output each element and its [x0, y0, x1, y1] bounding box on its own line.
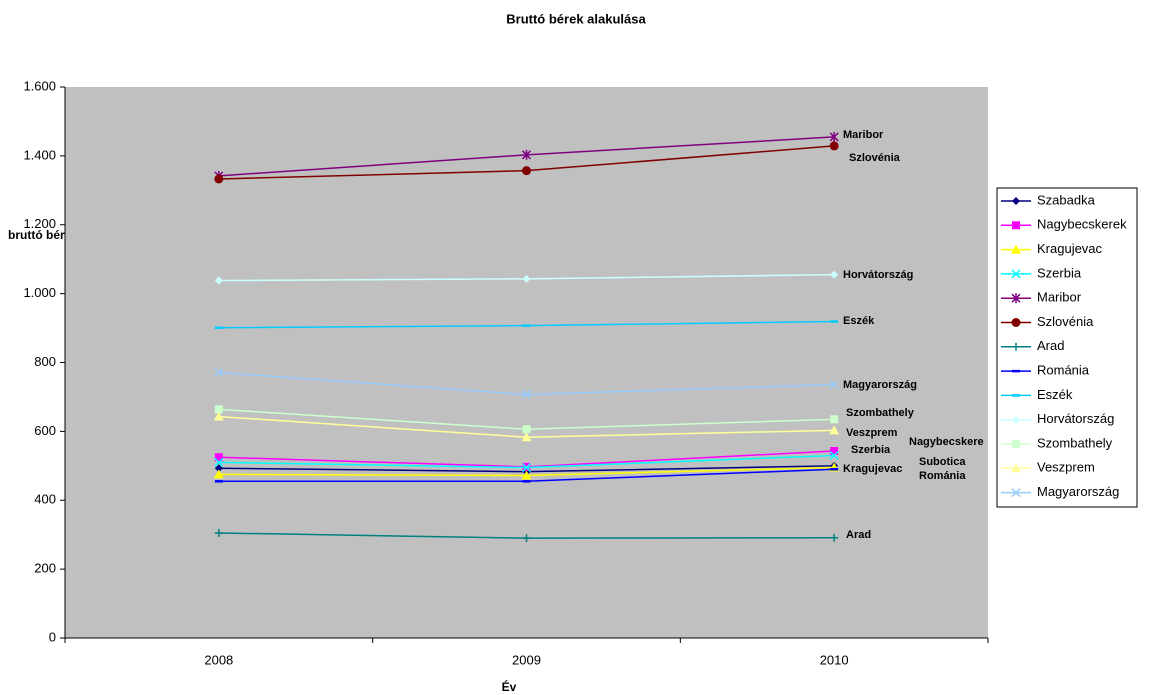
marker: [1011, 269, 1021, 279]
series: [214, 367, 839, 400]
y-tick-label: 400: [34, 492, 56, 507]
y-tick-label: 1.600: [23, 78, 56, 93]
marker: [522, 166, 531, 176]
marker: [829, 141, 839, 151]
marker: [214, 367, 224, 378]
series: [214, 405, 839, 434]
marker: [522, 425, 531, 434]
legend-label: Románia: [1037, 363, 1090, 378]
marker: [1012, 197, 1020, 205]
marker: [830, 533, 839, 542]
annotation: Magyarország: [843, 379, 917, 391]
marker: [1012, 440, 1020, 448]
marker: [1012, 221, 1020, 230]
y-tick-label: 200: [34, 561, 56, 576]
marker: [1011, 244, 1021, 254]
marker: [214, 453, 223, 462]
marker: [521, 470, 532, 480]
legend-label: Nagybecskerek: [1037, 217, 1127, 232]
annotation: Szlovénia: [849, 152, 901, 164]
series: [214, 450, 839, 473]
marker: [1011, 293, 1021, 304]
legend-label: Maribor: [1037, 290, 1082, 305]
series: [214, 320, 839, 329]
marker: [521, 463, 532, 473]
marker: [1011, 463, 1021, 473]
y-tick-label: 1.200: [23, 216, 56, 231]
marker: [830, 447, 839, 456]
annotation: Nagybecskere: [909, 436, 984, 448]
y-tick-label: 800: [34, 354, 56, 369]
legend-label: Kragujevac: [1037, 241, 1103, 256]
marker: [830, 415, 839, 424]
marker: [213, 469, 224, 479]
marker: [214, 405, 223, 414]
legend-label: Szlovénia: [1037, 314, 1094, 329]
legend-label: Horvátország: [1037, 411, 1114, 426]
annotation: Arad: [846, 529, 871, 541]
y-tick-label: 600: [34, 423, 56, 438]
annotation: Eszék: [843, 315, 875, 327]
x-tick-label: 2010: [820, 652, 849, 667]
legend-label: Szombathely: [1037, 435, 1113, 450]
marker: [829, 450, 839, 461]
marker: [522, 534, 531, 543]
annotation: Subotica: [919, 456, 966, 468]
annotation: Szombathely: [846, 407, 915, 419]
marker: [829, 425, 840, 435]
legend-label: Szabadka: [1037, 192, 1096, 207]
marker: [214, 457, 224, 467]
series: [214, 270, 839, 285]
marker: [214, 528, 223, 537]
legend-label: Szerbia: [1037, 265, 1082, 280]
series: [214, 468, 839, 483]
marker: [1011, 488, 1021, 498]
marker: [830, 270, 839, 279]
y-tick-label: 1.400: [23, 147, 56, 162]
marker: [521, 149, 532, 160]
marker: [522, 274, 531, 283]
annotation: Románia: [919, 470, 966, 482]
series: [214, 528, 839, 543]
annotation: Horvátország: [843, 269, 913, 281]
x-tick-label: 2009: [512, 652, 541, 667]
legend-label: Veszprem: [1037, 460, 1095, 475]
legend-label: Arad: [1037, 338, 1064, 353]
x-tick-label: 2008: [204, 652, 233, 667]
legend: Szabadka Nagybecskerek Kragujevac Szerbia Ma…: [996, 187, 1138, 508]
marker: [1012, 342, 1020, 351]
annotation: Kragujevac: [843, 463, 902, 475]
chart-title: Bruttó bérek alakulása: [506, 11, 646, 26]
annotation: Veszprem: [846, 427, 898, 439]
marker: [213, 411, 224, 421]
legend-label: Eszék: [1037, 387, 1073, 402]
marker: [1011, 318, 1021, 327]
marker: [829, 131, 839, 142]
marker: [214, 276, 223, 285]
marker: [829, 380, 839, 390]
series: [213, 411, 840, 442]
y-tick-label: 0: [49, 629, 56, 644]
annotation: Szerbia: [851, 444, 891, 456]
legend-label: Magyarország: [1037, 484, 1119, 499]
marker: [214, 174, 224, 184]
annotation: Maribor: [843, 129, 884, 141]
series: [214, 141, 839, 184]
x-axis-title: Év: [502, 679, 517, 694]
marker: [521, 389, 532, 400]
marker: [1012, 415, 1020, 424]
marker: [521, 432, 532, 442]
marker: [214, 464, 223, 473]
y-tick-label: 1.000: [23, 285, 56, 300]
